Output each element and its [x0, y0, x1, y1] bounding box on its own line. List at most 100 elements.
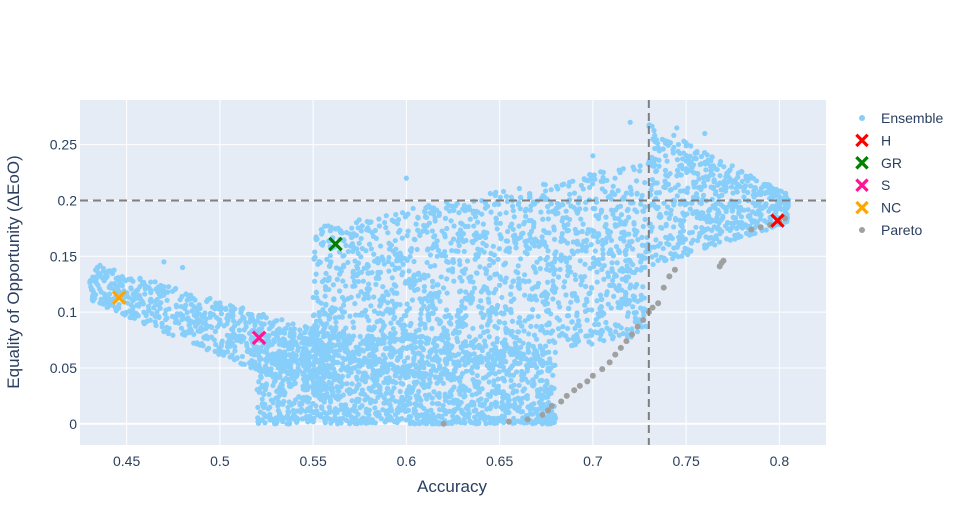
ensemble-point: [424, 335, 430, 341]
legend-item-nc[interactable]: NC: [855, 200, 902, 216]
ensemble-point: [486, 362, 492, 368]
ensemble-point: [91, 276, 97, 282]
ensemble-point: [608, 305, 614, 311]
ensemble-point: [540, 181, 547, 188]
ensemble-point: [297, 327, 303, 333]
ensemble-point: [404, 233, 410, 239]
ensemble-point: [388, 408, 395, 414]
ensemble-point: [373, 281, 379, 287]
ensemble-point: [588, 328, 594, 334]
ensemble-point: [601, 311, 607, 317]
ensemble-point: [550, 296, 556, 302]
ensemble-point: [316, 394, 322, 400]
legend-item-pareto[interactable]: Pareto: [859, 222, 922, 238]
ensemble-point: [537, 343, 543, 349]
ensemble-point: [743, 175, 749, 181]
ensemble-point: [603, 221, 609, 228]
ensemble-point: [486, 290, 492, 296]
ensemble-point: [619, 265, 625, 272]
ensemble-point: [429, 395, 435, 401]
ensemble-point: [327, 253, 333, 259]
ensemble-point: [570, 239, 576, 245]
ensemble-point: [730, 190, 736, 196]
ensemble-point: [187, 325, 193, 331]
ensemble-point: [428, 372, 434, 378]
ensemble-point: [762, 203, 769, 209]
legend-item-ensemble[interactable]: Ensemble: [859, 110, 943, 126]
ensemble-point: [557, 304, 563, 310]
ensemble-point: [721, 186, 727, 193]
ensemble-point: [605, 273, 611, 280]
ensemble-point: [608, 331, 614, 337]
ensemble-point: [192, 305, 199, 311]
legend-item-s[interactable]: S: [855, 177, 891, 193]
ensemble-point: [523, 206, 529, 212]
ensemble-point: [130, 278, 136, 284]
ensemble-point: [675, 148, 681, 154]
ensemble-point: [368, 417, 374, 423]
ensemble-point: [418, 412, 425, 418]
ensemble-point: [402, 407, 408, 414]
ensemble-point: [455, 338, 461, 345]
ensemble-point: [600, 251, 606, 257]
ensemble-point: [593, 316, 599, 323]
ensemble-point: [670, 150, 676, 156]
highlight-markers: [111, 213, 785, 346]
ensemble-point: [722, 205, 728, 211]
ensemble-point: [523, 243, 529, 249]
ensemble-point: [158, 300, 164, 306]
ensemble-point: [461, 248, 467, 255]
legend-item-gr[interactable]: GR: [855, 155, 903, 171]
legend[interactable]: Ensemble H GR S NC Pareto: [855, 110, 944, 238]
ensemble-point: [681, 249, 687, 255]
ensemble-point: [390, 326, 396, 332]
ensemble-point: [520, 371, 526, 377]
ensemble-point: [709, 227, 715, 233]
ensemble-point: [321, 311, 327, 317]
ensemble-point: [448, 315, 454, 321]
ensemble-point: [444, 276, 450, 282]
ensemble-series: [87, 119, 792, 427]
ensemble-point: [709, 154, 715, 160]
ensemble-point: [398, 253, 404, 260]
ensemble-point: [444, 225, 450, 232]
ensemble-point: [631, 219, 637, 226]
ensemble-point: [449, 269, 456, 275]
ensemble-point: [514, 369, 520, 375]
ensemble-point: [383, 390, 389, 396]
ensemble-point: [437, 298, 443, 304]
ensemble-point: [313, 271, 319, 277]
ensemble-point: [653, 252, 659, 258]
ensemble-point: [618, 305, 624, 311]
ensemble-point: [570, 251, 577, 257]
ensemble-point: [504, 228, 511, 235]
ensemble-point: [375, 269, 381, 275]
ensemble-point: [272, 377, 278, 384]
ensemble-point: [576, 322, 582, 329]
ensemble-point: [715, 207, 721, 213]
ensemble-point: [471, 223, 477, 229]
ensemble-point: [291, 411, 297, 417]
ensemble-point: [500, 394, 506, 400]
ensemble-point: [293, 374, 299, 380]
ensemble-point: [684, 189, 690, 195]
ensemble-point: [200, 326, 206, 333]
ensemble-point: [492, 191, 498, 198]
ensemble-point: [693, 149, 699, 155]
ensemble-point: [540, 348, 546, 354]
ensemble-point: [727, 227, 733, 233]
ensemble-point: [517, 397, 523, 404]
ensemble-point: [412, 401, 418, 407]
ensemble-point: [132, 295, 139, 302]
ensemble-point: [263, 381, 269, 387]
legend-item-h[interactable]: H: [855, 132, 892, 148]
ensemble-point: [331, 343, 337, 349]
ensemble-point: [366, 281, 372, 287]
ensemble-point: [302, 329, 308, 336]
ensemble-point: [467, 216, 473, 222]
ensemble-point: [333, 324, 339, 330]
ensemble-point: [336, 352, 342, 359]
pareto-point: [617, 344, 624, 351]
ensemble-point: [379, 359, 385, 365]
ensemble-point: [330, 354, 336, 360]
